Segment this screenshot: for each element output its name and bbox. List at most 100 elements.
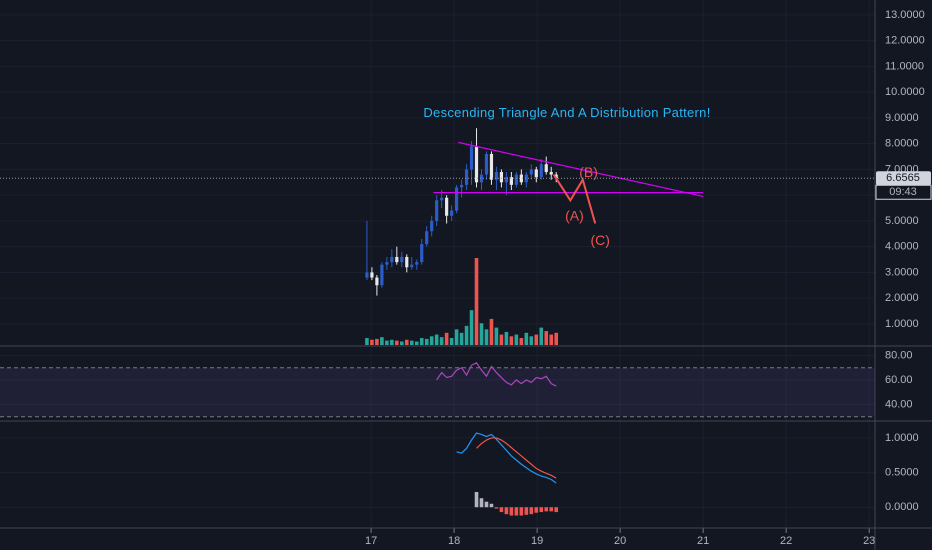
histogram-bar bbox=[524, 507, 529, 515]
histogram-bar bbox=[554, 507, 559, 513]
wave-path bbox=[552, 174, 597, 224]
candle-body bbox=[415, 262, 419, 265]
candle-body bbox=[549, 171, 553, 175]
volume-bar bbox=[449, 338, 454, 345]
volume-bar bbox=[395, 340, 399, 345]
y-tick-label: 2.0000 bbox=[885, 292, 919, 304]
x-tick-label: 23 bbox=[863, 535, 875, 547]
volume-bar bbox=[385, 340, 389, 345]
candle-body bbox=[454, 187, 459, 211]
candle-body bbox=[509, 177, 513, 185]
y-tick-label: 4.0000 bbox=[885, 241, 919, 253]
y-tick-label: 80.00 bbox=[885, 349, 913, 361]
volume-bar bbox=[424, 338, 429, 345]
volume-bar bbox=[484, 329, 489, 345]
histogram-bar bbox=[534, 507, 539, 513]
price-tag-label: 6.6565 bbox=[886, 172, 920, 184]
x-tick-label: 19 bbox=[531, 535, 543, 547]
candle-body bbox=[370, 272, 374, 278]
histogram-bar bbox=[509, 507, 514, 516]
indicator-line bbox=[476, 437, 557, 479]
volume-bar bbox=[479, 323, 484, 345]
y-tick-label: 11.0000 bbox=[885, 60, 924, 72]
y-tick-label: 12.0000 bbox=[885, 35, 925, 47]
histogram-bar bbox=[504, 507, 509, 515]
candle-body bbox=[420, 244, 424, 263]
volume-bar bbox=[400, 341, 404, 345]
wave-label: (B) bbox=[579, 164, 598, 180]
histogram-bar bbox=[499, 507, 504, 513]
histogram-bar bbox=[539, 507, 544, 513]
candle-body bbox=[445, 197, 449, 216]
candle-body bbox=[554, 174, 558, 179]
candle-body bbox=[365, 272, 369, 278]
x-tick-label: 22 bbox=[780, 535, 792, 547]
y-tick-label: 5.0000 bbox=[885, 215, 919, 227]
candle-body bbox=[469, 146, 474, 170]
volume-bar bbox=[390, 339, 394, 345]
candle-body bbox=[514, 174, 518, 185]
wave-label: (C) bbox=[590, 232, 609, 248]
candle-body bbox=[504, 177, 509, 183]
candle-body bbox=[539, 164, 543, 178]
candle-body bbox=[440, 197, 444, 201]
candle-body bbox=[395, 256, 399, 263]
y-tick-label: 0.0000 bbox=[885, 501, 919, 513]
x-tick-label: 21 bbox=[697, 535, 709, 547]
volume-bar bbox=[554, 332, 559, 345]
candle-body bbox=[464, 169, 469, 185]
volume-bar bbox=[429, 336, 434, 345]
candle-body bbox=[385, 262, 389, 265]
candle-body bbox=[405, 256, 409, 268]
y-tick-label: 1.0000 bbox=[885, 432, 919, 444]
annotation: Descending Triangle And A Distribution P… bbox=[423, 105, 710, 120]
y-tick-label: 13.0000 bbox=[885, 9, 925, 21]
countdown-tag bbox=[875, 184, 932, 200]
candle-body bbox=[534, 169, 538, 178]
wave-label: (A) bbox=[565, 208, 584, 224]
price-tag bbox=[876, 171, 931, 186]
histogram-bar bbox=[514, 507, 519, 516]
volume-bar bbox=[494, 327, 499, 345]
candle-body bbox=[425, 231, 429, 245]
volume-bar bbox=[459, 332, 464, 345]
volume-bar bbox=[404, 339, 409, 345]
candle-body bbox=[524, 174, 528, 183]
volume-bar bbox=[370, 339, 374, 345]
band-fill bbox=[0, 367, 875, 417]
candle-body bbox=[474, 146, 479, 183]
histogram-bar bbox=[479, 498, 484, 508]
candle-body bbox=[390, 256, 394, 263]
volume-bar bbox=[409, 340, 414, 345]
candle-body bbox=[380, 264, 384, 286]
candle-body bbox=[410, 264, 414, 268]
y-tick-label: 9.0000 bbox=[885, 112, 919, 124]
histogram-bar bbox=[484, 501, 489, 508]
volume-bar bbox=[454, 329, 459, 345]
volume-bar bbox=[519, 338, 524, 345]
volume-bar bbox=[539, 327, 544, 345]
volume-bar bbox=[444, 332, 449, 345]
volume-bar bbox=[464, 325, 469, 345]
y-tick-label: 1.0000 bbox=[885, 318, 919, 330]
histogram-bar bbox=[494, 507, 499, 509]
volume-bar bbox=[489, 318, 494, 345]
candle-body bbox=[544, 164, 548, 172]
trend-line bbox=[458, 141, 704, 198]
volume-bar bbox=[524, 332, 529, 345]
volume-bar bbox=[549, 334, 554, 345]
volume-bar bbox=[509, 336, 514, 345]
candle-body bbox=[494, 171, 499, 180]
volume-bar bbox=[365, 338, 369, 345]
x-tick-label: 17 bbox=[365, 535, 377, 547]
volume-bar bbox=[474, 258, 479, 345]
candle-body bbox=[489, 153, 494, 180]
candle-body bbox=[459, 184, 464, 188]
histogram-bar bbox=[544, 507, 549, 512]
volume-bar bbox=[544, 331, 549, 345]
y-tick-label: 0.5000 bbox=[885, 466, 919, 478]
candle-body bbox=[435, 200, 439, 221]
volume-bar bbox=[469, 310, 474, 345]
